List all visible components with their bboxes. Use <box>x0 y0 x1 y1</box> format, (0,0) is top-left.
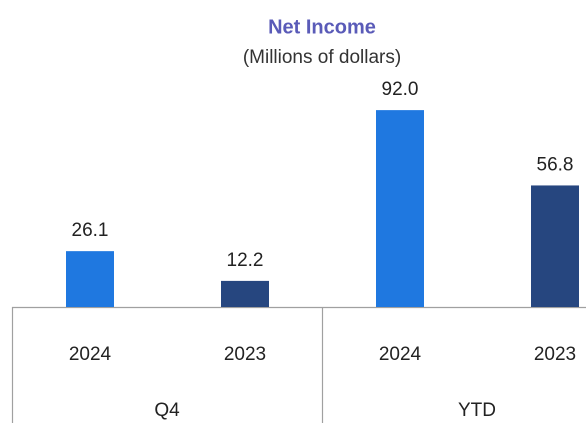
x-tick-label: 2024 <box>379 344 422 365</box>
x-tick-label: 2023 <box>534 344 576 365</box>
chart-title: Net Income <box>268 16 376 38</box>
bar <box>221 280 269 307</box>
bar <box>66 251 114 307</box>
value-label: 26.1 <box>72 220 109 241</box>
bar <box>376 110 424 308</box>
x-tick-label: 2023 <box>224 344 266 365</box>
value-label: 56.8 <box>537 154 574 175</box>
value-label: 12.2 <box>227 250 264 271</box>
bar <box>531 185 579 307</box>
category-table <box>11 306 586 423</box>
x-tick-label: 2024 <box>69 344 112 365</box>
chart-subtitle: (Millions of dollars) <box>243 47 401 68</box>
value-label: 92.0 <box>382 79 419 100</box>
group-label: Q4 <box>154 400 180 421</box>
group-label: YTD <box>458 400 496 421</box>
